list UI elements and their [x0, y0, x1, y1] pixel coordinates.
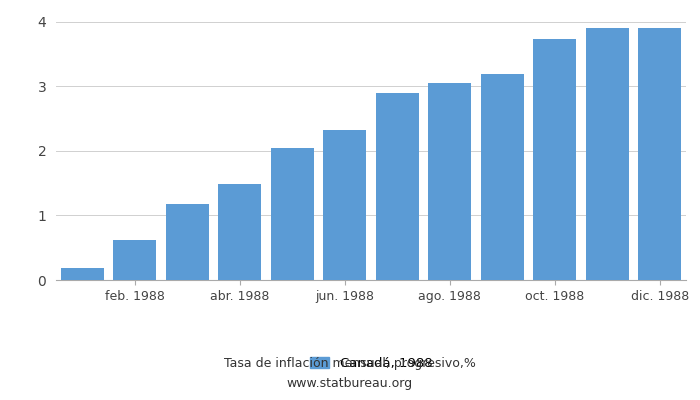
Bar — [271, 148, 314, 280]
Bar — [533, 39, 576, 280]
Text: www.statbureau.org: www.statbureau.org — [287, 378, 413, 390]
Bar — [61, 268, 104, 280]
Bar — [638, 28, 681, 280]
Legend: Canadá, 1988: Canadá, 1988 — [304, 351, 438, 375]
Bar — [218, 184, 261, 280]
Text: Tasa de inflación mensual, progresivo,%: Tasa de inflación mensual, progresivo,% — [224, 358, 476, 370]
Bar — [586, 28, 629, 280]
Bar — [323, 130, 366, 280]
Bar — [376, 93, 419, 280]
Bar — [113, 240, 156, 280]
Bar — [166, 204, 209, 280]
Bar — [481, 74, 524, 280]
Bar — [428, 83, 471, 280]
